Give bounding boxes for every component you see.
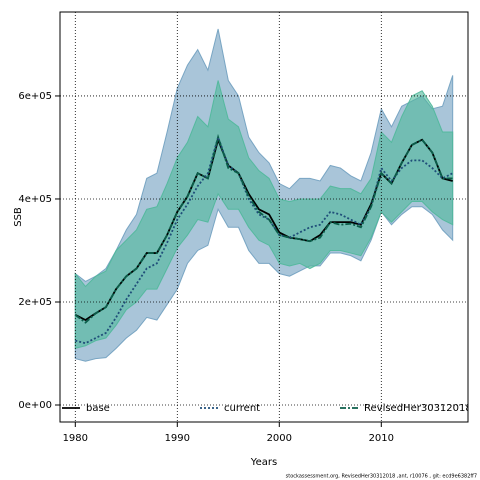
y-tick-label: 6e+05 [18, 91, 52, 102]
y-tick-label: 0e+00 [18, 400, 52, 411]
footnote: stockassessment.org, RevisedHer30312018 … [286, 474, 477, 480]
x-axis-label: Years [250, 457, 277, 468]
y-tick-label: 2e+05 [18, 297, 52, 308]
x-tick-label: 1980 [63, 433, 88, 444]
legend-label: current [224, 403, 260, 414]
x-tick-label: 2000 [267, 433, 292, 444]
x-tick-label: 1990 [165, 433, 190, 444]
plot-area: base current RevisedHer30312018 [60, 12, 472, 422]
legend-label: RevisedHer30312018 [364, 403, 472, 414]
legend-label: base [86, 403, 110, 414]
y-axis-label: SSB [13, 207, 24, 227]
series-line [75, 134, 454, 345]
series-line [74, 133, 453, 324]
y-tick-label: 4e+05 [18, 194, 52, 205]
plot-frame [59, 11, 469, 423]
x-tick-label: 2010 [369, 433, 394, 444]
confidence-band [74, 80, 454, 349]
